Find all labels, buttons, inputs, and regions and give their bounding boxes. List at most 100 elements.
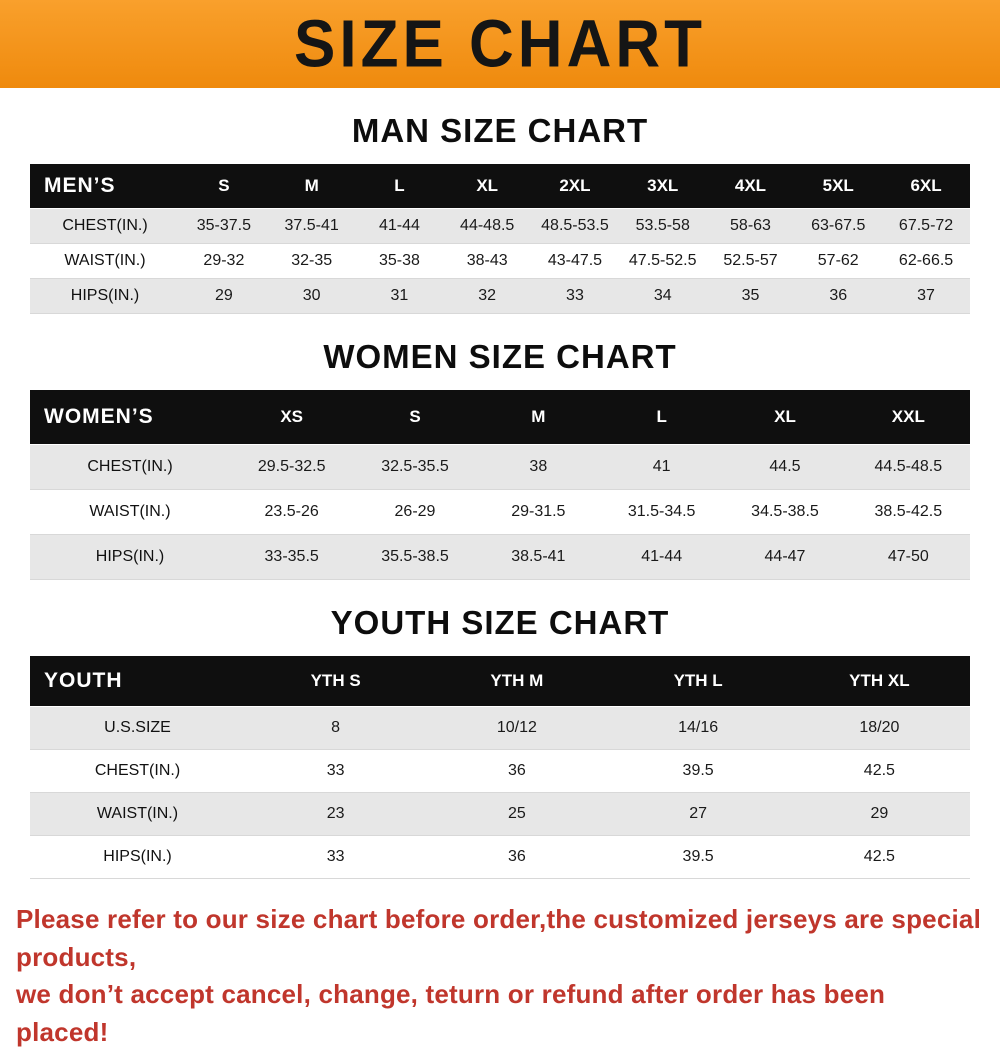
size-cell: 27	[689, 805, 708, 822]
size-cell: 31	[390, 287, 409, 304]
size-cell: 26-29	[394, 503, 436, 520]
size-cell: 41	[652, 458, 671, 475]
size-cell: 39.5	[682, 848, 714, 865]
row-label: CHEST(IN.)	[62, 217, 148, 234]
row-label: HIPS(IN.)	[95, 548, 165, 565]
size-column-header: YTH M	[426, 656, 608, 707]
mens-size-table: MEN’S S M L XL 2XL 3XL 4XL 5XL 6XL CHEST(IN.) 35-37…	[30, 164, 970, 314]
table-row: CHEST(IN.) 35-37.5 37.5-41 41-44 44-48.5 48.5…	[30, 208, 970, 244]
size-cell: 38	[529, 458, 548, 475]
page-title: SIZE CHART	[294, 6, 706, 82]
size-cell: 37	[917, 287, 935, 304]
banner: SIZE CHART	[0, 0, 1000, 88]
size-cell: 32.5-35.5	[381, 458, 449, 475]
row-label: WAIST(IN.)	[64, 252, 146, 269]
size-cell: 47.5-52.5	[628, 252, 697, 269]
size-cell: 31.5-34.5	[627, 503, 696, 520]
size-cell: 57-62	[817, 252, 859, 269]
size-column-header: M	[267, 164, 356, 209]
size-column-header: 5XL	[794, 164, 883, 209]
size-column-header: YTH L	[607, 656, 789, 707]
size-cell: 35-37.5	[196, 217, 252, 234]
table-row: HIPS(IN.) 33-35.5 35.5-38.5 38.5-41 41-44 44-…	[30, 534, 970, 580]
size-column-header: YTH S	[245, 656, 427, 707]
size-cell: 62-66.5	[898, 252, 954, 269]
size-cell: 43-47.5	[547, 252, 603, 269]
row-label: HIPS(IN.)	[70, 287, 140, 304]
size-column-header: S	[353, 390, 477, 445]
size-cell: 32	[478, 287, 497, 304]
size-cell: 29	[214, 287, 233, 304]
row-label: CHEST(IN.)	[87, 458, 173, 475]
table-header-row: MEN’S S M L XL 2XL 3XL 4XL 5XL 6XL	[30, 164, 970, 209]
table-row: U.S.SIZE 8 10/12 14/16 18/20	[30, 706, 970, 750]
footer-note: Please refer to our size chart before or…	[16, 901, 984, 1052]
size-cell: 44.5-48.5	[874, 458, 943, 475]
size-cell: 58-63	[730, 217, 771, 234]
size-cell: 52.5-57	[723, 252, 778, 269]
size-cell: 8	[331, 719, 341, 736]
row-label: HIPS(IN.)	[103, 848, 172, 865]
size-cell: 29	[870, 805, 889, 822]
size-cell: 44.5	[769, 458, 801, 475]
size-column-header: L	[355, 164, 444, 209]
size-cell: 29-32	[203, 252, 245, 269]
size-cell: 38-43	[466, 252, 508, 269]
size-cell: 41-44	[378, 217, 420, 234]
size-cell: 37.5-41	[284, 217, 339, 234]
table-row: CHEST(IN.) 29.5-32.5 32.5-35.5 38 41 44.5 44.5…	[30, 444, 970, 490]
section-heading-youth: YOUTH SIZE CHART	[330, 604, 670, 641]
size-cell: 35.5-38.5	[381, 548, 449, 565]
size-cell: 42.5	[863, 848, 895, 865]
row-label: U.S.SIZE	[104, 719, 171, 736]
size-cell: 36	[829, 287, 848, 304]
size-cell: 63-67.5	[811, 217, 866, 234]
size-cell: 44-48.5	[460, 217, 515, 234]
section-heading-men: MAN SIZE CHART	[351, 112, 649, 149]
size-cell: 33	[566, 287, 584, 304]
size-cell: 53.5-58	[635, 217, 690, 234]
size-cell: 34.5-38.5	[751, 503, 819, 520]
table-row: HIPS(IN.) 29 30 31 32 33 34 35 36 37	[30, 278, 970, 314]
size-cell: 35	[741, 287, 760, 304]
footer-line-2: we don’t accept cancel, change, teturn o…	[16, 979, 886, 1048]
size-column-header: M	[476, 390, 600, 445]
size-cell: 35-38	[378, 252, 420, 269]
size-cell: 32-35	[291, 252, 333, 269]
size-cell: 23.5-26	[264, 503, 319, 520]
womens-size-table: WOMEN’S XS S M L XL XXL CHEST(IN.) 29.5-32.5 32.5…	[30, 390, 970, 580]
size-column-header: XS	[230, 390, 354, 445]
size-column-header: XXL	[846, 390, 970, 445]
size-cell: 38.5-41	[511, 548, 566, 565]
size-cell: 33	[326, 762, 345, 779]
table-header-row: YOUTH YTH S YTH M YTH L YTH XL	[30, 656, 970, 707]
size-cell: 39.5	[682, 762, 714, 779]
size-column-header: YTH XL	[788, 656, 970, 707]
size-cell: 14/16	[678, 719, 719, 736]
size-cell: 42.5	[863, 762, 895, 779]
size-column-header: 3XL	[618, 164, 707, 209]
table-row: HIPS(IN.) 33 36 39.5 42.5	[30, 835, 970, 879]
row-label: WAIST(IN.)	[96, 805, 179, 822]
table-title-cell: MEN’S	[30, 164, 180, 209]
size-cell: 38.5-42.5	[874, 503, 943, 520]
footer-line-1: Please refer to our size chart before or…	[16, 904, 982, 972]
size-cell: 23	[326, 805, 345, 822]
size-cell: 44-47	[764, 548, 806, 565]
table-row: WAIST(IN.) 23 25 27 29	[30, 792, 970, 836]
size-cell: 18/20	[859, 719, 900, 736]
size-column-header: 6XL	[882, 164, 970, 209]
size-cell: 41-44	[641, 548, 683, 565]
table-title-cell: WOMEN’S	[30, 390, 230, 445]
table-row: CHEST(IN.) 33 36 39.5 42.5	[30, 749, 970, 793]
size-cell: 36	[507, 762, 526, 779]
size-column-header: XL	[723, 390, 847, 445]
table-row: WAIST(IN.) 23.5-26 26-29 29-31.5 31.5-34.5 34…	[30, 489, 970, 535]
size-column-header: 2XL	[531, 164, 619, 209]
size-column-header: XL	[443, 164, 532, 209]
table-header-row: WOMEN’S XS S M L XL XXL	[30, 390, 970, 445]
size-cell: 67.5-72	[898, 217, 954, 234]
size-cell: 33-35.5	[264, 548, 319, 565]
size-cell: 29-31.5	[511, 503, 566, 520]
table-title-cell: YOUTH	[30, 656, 245, 707]
